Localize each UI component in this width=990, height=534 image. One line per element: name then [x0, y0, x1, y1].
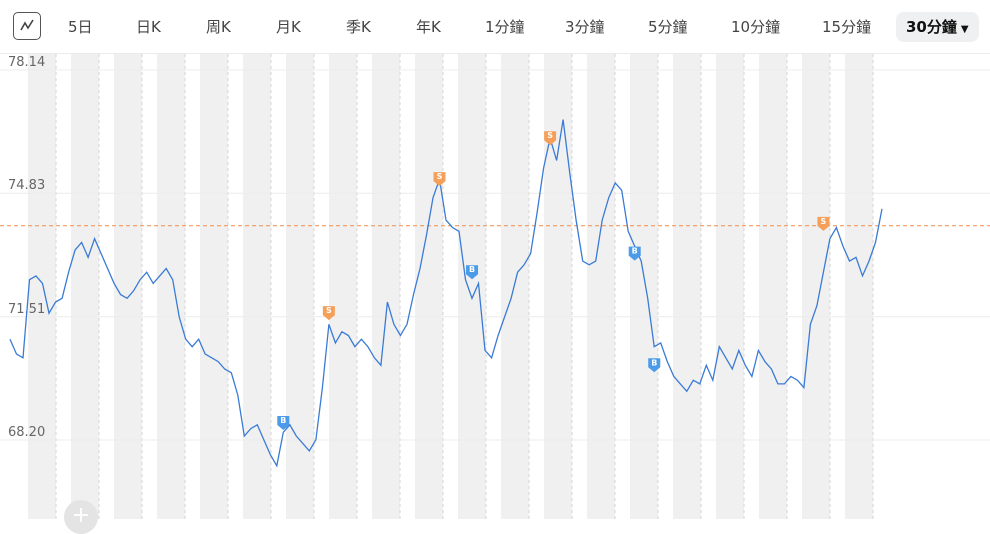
tab-30min[interactable]: 30分鐘 ▼ — [896, 12, 979, 42]
buy-signal-marker-shape — [466, 265, 479, 280]
tab-30min-label: 30分鐘 — [906, 18, 957, 36]
buy-signal-marker: B — [648, 358, 661, 373]
price-series-line — [9, 119, 883, 468]
sell-signal-marker-letter: S — [547, 131, 553, 140]
session-band — [157, 54, 185, 519]
trade-signal-markers: B B B B S S S S — [277, 131, 830, 430]
session-band — [587, 54, 615, 519]
caret-down-icon: ▼ — [960, 24, 969, 35]
session-band — [802, 54, 830, 519]
sell-signal-marker: S — [433, 172, 446, 187]
sell-signal-marker: S — [817, 216, 830, 231]
sell-signal-marker-shape — [544, 131, 557, 146]
tab-15min[interactable]: 15分鐘 — [822, 18, 872, 36]
buy-signal-marker-letter: B — [632, 247, 638, 256]
y-tick-label: 78.14 — [8, 55, 45, 70]
session-band — [243, 54, 271, 519]
session-band — [286, 54, 314, 519]
session-band — [329, 54, 357, 519]
tab-yearly-k[interactable]: 年K — [416, 18, 441, 36]
period-toolbar: 5日 日K 周K 月K 季K 年K 1分鐘 3分鐘 5分鐘 10分鐘 15分鐘 … — [0, 0, 990, 54]
sell-signal-marker-letter: S — [437, 172, 443, 181]
session-bands — [28, 54, 873, 519]
tab-quarterly-k[interactable]: 季K — [346, 18, 371, 36]
tab-5min[interactable]: 5分鐘 — [648, 18, 688, 36]
tab-daily-k[interactable]: 日K — [136, 18, 161, 36]
sell-signal-marker-letter: S — [326, 306, 332, 315]
session-band — [630, 54, 658, 519]
tab-10min[interactable]: 10分鐘 — [731, 18, 781, 36]
session-band — [71, 54, 99, 519]
session-band — [458, 54, 486, 519]
sell-signal-marker: S — [544, 131, 557, 146]
sell-signal-marker-shape — [433, 172, 446, 187]
tab-1min[interactable]: 1分鐘 — [485, 18, 525, 36]
session-band — [415, 54, 443, 519]
tab-monthly-k[interactable]: 月K — [276, 18, 301, 36]
sell-signal-marker: S — [322, 306, 335, 321]
horizontal-gridlines — [0, 69, 990, 441]
buy-signal-marker-shape — [648, 358, 661, 373]
session-band — [28, 54, 56, 519]
session-band — [716, 54, 744, 519]
buy-signal-marker-letter: B — [280, 416, 286, 425]
buy-signal-marker: B — [277, 415, 290, 430]
zoom-button[interactable]: + — [64, 500, 98, 534]
buy-signal-marker-shape — [628, 246, 641, 261]
sell-signal-marker-shape — [817, 216, 830, 231]
session-band — [372, 54, 400, 519]
y-tick-label: 68.20 — [8, 425, 45, 440]
session-band — [673, 54, 701, 519]
buy-signal-marker-letter: B — [469, 265, 475, 274]
y-tick-label: 74.83 — [8, 178, 45, 193]
tab-5day[interactable]: 5日 — [68, 18, 93, 36]
buy-signal-marker: B — [466, 265, 479, 280]
tab-weekly-k[interactable]: 周K — [206, 18, 231, 36]
sell-signal-marker-shape — [322, 306, 335, 321]
buy-signal-marker: B — [628, 246, 641, 261]
session-band — [501, 54, 529, 519]
line-chart-glyph — [20, 19, 34, 31]
buy-signal-marker-letter: B — [651, 358, 657, 367]
sell-signal-marker-letter: S — [821, 217, 827, 226]
session-band — [200, 54, 228, 519]
line-chart-icon[interactable] — [13, 12, 41, 40]
tab-3min[interactable]: 3分鐘 — [565, 18, 605, 36]
buy-signal-marker-shape — [277, 415, 290, 430]
session-band — [544, 54, 572, 519]
session-band — [845, 54, 873, 519]
session-band — [114, 54, 142, 519]
session-band — [759, 54, 787, 519]
